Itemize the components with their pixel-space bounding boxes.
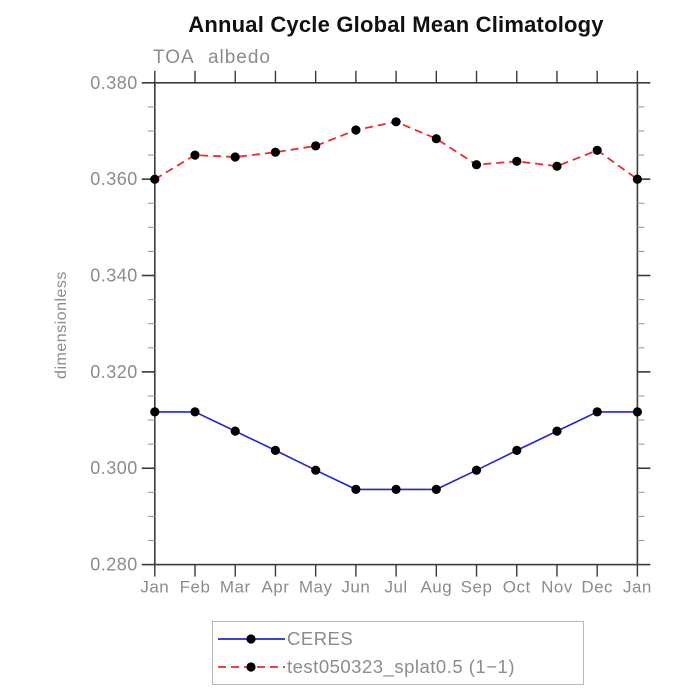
data-point-marker: [592, 407, 602, 417]
data-point-marker: [351, 125, 361, 135]
data-point-marker: [512, 445, 522, 455]
data-point-marker: [471, 160, 482, 170]
data-point-marker: [270, 147, 280, 157]
data-point-marker: [150, 407, 160, 417]
y-tick-label: 0.360: [90, 169, 138, 189]
data-point-marker: [552, 161, 562, 171]
y-tick-label: 0.340: [90, 266, 138, 286]
annual-cycle-plot-area: 0.280 0.300 0.320 0.340 0.360 0.380 Jan Feb Mar A…: [90, 70, 652, 597]
legend-item-test-run: test050323_splat0.5 (1−1): [217, 654, 583, 680]
x-tick-label: Apr: [261, 578, 289, 597]
series-line-0: [154, 411, 638, 491]
data-point-marker: [311, 465, 321, 475]
data-point-marker: [391, 484, 401, 494]
data-point-marker: [552, 426, 562, 436]
x-tick-label: Feb: [180, 578, 211, 597]
x-tick-label: Mar: [220, 578, 251, 597]
x-tick-label: Jul: [384, 578, 407, 597]
data-point-marker: [150, 174, 160, 184]
data-point-marker: [270, 445, 280, 455]
data-point-marker: [592, 145, 602, 155]
data-point-marker: [632, 407, 643, 417]
x-tick-label: Dec: [581, 578, 613, 597]
x-tick-label: Oct: [503, 578, 531, 597]
data-point-marker: [230, 152, 240, 162]
legend-box: CERES test050323_splat0.5 (1−1): [212, 621, 584, 685]
data-point-marker: [230, 426, 240, 436]
x-tick-label: May: [299, 578, 333, 597]
y-tick-label: 0.380: [90, 73, 138, 93]
legend-line-solid-icon: [217, 632, 287, 646]
x-tick-label: Aug: [420, 578, 452, 597]
y-tick-label: 0.300: [90, 458, 138, 478]
data-point-marker: [391, 117, 401, 127]
data-point-marker: [351, 484, 361, 494]
data-point-marker: [471, 465, 482, 475]
y-tick-label: 0.320: [90, 362, 138, 382]
data-point-marker: [431, 484, 441, 494]
legend-label-test-run: test050323_splat0.5 (1−1): [287, 656, 515, 677]
data-point-marker: [632, 174, 643, 184]
chart-subtitle: TOA albedo: [153, 47, 272, 68]
data-point-marker: [431, 134, 441, 144]
data-point-marker: [311, 141, 321, 151]
data-point-marker: [512, 156, 522, 166]
chart-title: Annual Cycle Global Mean Climatology: [188, 12, 604, 37]
x-tick-label: Nov: [541, 578, 573, 597]
legend-line-dashed-icon: [217, 660, 287, 674]
x-tick-label: Jun: [341, 578, 370, 597]
data-point-marker: [190, 407, 200, 417]
data-point-marker: [190, 150, 200, 160]
x-tick-label: Jan: [140, 578, 169, 597]
y-tick-label: 0.280: [90, 555, 138, 575]
series-line-1: [154, 120, 638, 180]
x-tick-label: Jan: [623, 578, 652, 597]
legend-item-ceres: CERES: [217, 626, 583, 652]
legend-label-ceres: CERES: [287, 628, 354, 649]
x-tick-label: Sep: [461, 578, 493, 597]
